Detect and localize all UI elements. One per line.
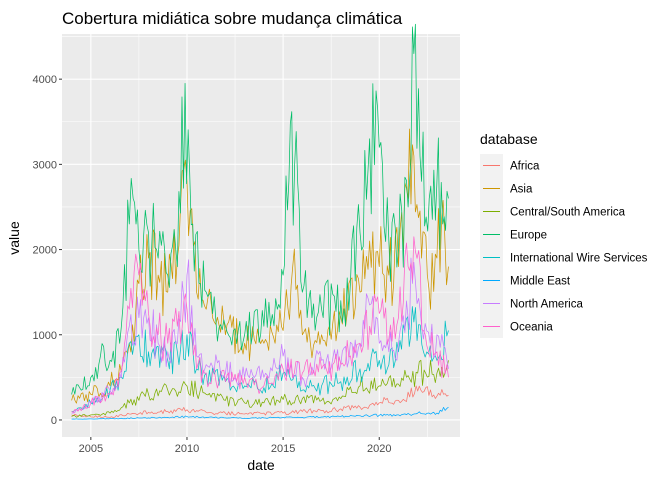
series-line-north-america [71,257,449,414]
legend-label: Middle East [510,276,571,288]
legend-title: database [480,131,538,147]
legend-label: Europe [510,230,547,242]
x-tick-label: 2005 [79,443,103,455]
y-axis-title: value [6,221,22,255]
x-axis-title: date [247,457,274,473]
series-line-middle-east [71,406,449,420]
x-tick-label: 2010 [175,443,199,455]
series-line-africa [71,385,449,419]
y-axis: 0 1000 2000 3000 4000 [33,74,62,427]
chart-title: Cobertura midiática sobre mudança climát… [62,9,403,28]
series-line-asia [71,128,449,404]
x-axis: 2005 2010 2015 2020 [79,437,391,455]
y-tick-label: 1000 [33,330,57,342]
y-tick-label: 4000 [33,74,57,86]
legend-label: North America [510,299,583,311]
legend-label: Asia [510,184,533,196]
series-line-central-south-america [71,359,449,418]
legend-label: International Wire Services [510,253,648,265]
y-tick-label: 3000 [33,159,57,171]
x-tick-label: 2015 [271,443,295,455]
y-tick-label: 0 [51,415,57,427]
legend: database Africa Asia Central/South America… [480,131,648,338]
legend-label: Africa [510,161,540,173]
series-layer [71,23,449,420]
legend-label: Oceania [510,322,553,334]
legend-label: Central/South America [510,207,626,219]
x-tick-label: 2020 [367,443,391,455]
y-tick-label: 2000 [33,245,57,257]
grid-minor [62,34,460,437]
series-line-europe [71,23,449,395]
plot-panel [62,34,460,437]
series-line-oceania [71,236,449,413]
